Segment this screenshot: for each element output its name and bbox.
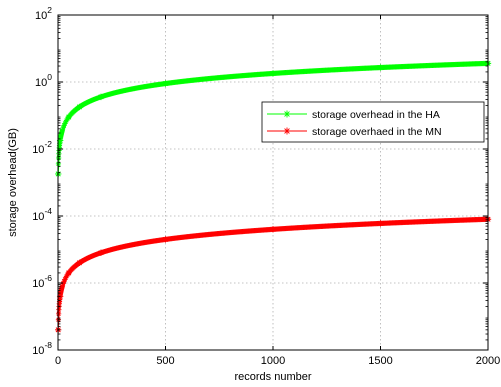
y-tick-exponent: -4	[44, 206, 52, 216]
legend-box	[261, 101, 485, 143]
data-point	[97, 93, 105, 101]
y-tick-base: 10	[32, 345, 44, 357]
y-tick-base: 10	[32, 144, 44, 156]
y-tick-exponent: 2	[47, 5, 52, 15]
y-tick-label: 10-8	[32, 340, 52, 357]
series-1	[55, 60, 492, 178]
legend-item: storage overhead in the HA	[267, 109, 440, 121]
legend-marker	[283, 127, 291, 135]
x-tick-label: 1000	[261, 355, 285, 367]
x-tick-label: 1500	[368, 355, 392, 367]
legend-items: storage overhead in the HA storage overha…	[267, 109, 442, 138]
legend-item: storage overhaed in the MN	[267, 126, 442, 138]
x-tick-label: 500	[156, 355, 174, 367]
x-tick-label: 0	[55, 355, 61, 367]
x-tick-label: 2000	[476, 355, 500, 367]
legend-label: storage overhaed in the MN	[312, 126, 442, 138]
data-point	[269, 226, 277, 233]
y-tick-label: 10-4	[32, 206, 52, 223]
data-point	[377, 220, 384, 227]
y-tick-exponent: -8	[44, 340, 52, 350]
data-point	[76, 259, 83, 267]
y-tick-label: 10-6	[32, 273, 52, 290]
data-point	[377, 64, 384, 71]
y-tick-exponent: 0	[47, 72, 52, 82]
y-tick-exponent: -2	[44, 139, 52, 149]
y-tick-label: 102	[35, 5, 52, 22]
y-tick-base: 10	[35, 77, 47, 89]
data-point	[162, 80, 169, 87]
data-point	[65, 113, 72, 121]
y-axis-label: storage overhead(GB)	[7, 128, 19, 237]
data-point	[76, 103, 83, 111]
series-layer	[55, 60, 492, 334]
x-axis-label: records number	[234, 371, 311, 383]
series-2	[55, 216, 492, 334]
y-tick-base: 10	[32, 278, 44, 290]
legend-label: storage overhead in the HA	[312, 109, 440, 121]
y-tick-label: 100	[35, 72, 52, 89]
y-tick-base: 10	[32, 211, 44, 223]
data-point	[162, 236, 169, 243]
legend-marker	[283, 110, 291, 118]
legend: storage overhead in the HA storage overha…	[261, 101, 485, 143]
data-point	[65, 269, 72, 277]
y-tick-exponent: -6	[44, 273, 52, 283]
y-tick-base: 10	[35, 10, 47, 22]
y-tick-label: 10-2	[32, 139, 52, 156]
data-point	[269, 70, 277, 77]
data-point	[97, 249, 105, 256]
